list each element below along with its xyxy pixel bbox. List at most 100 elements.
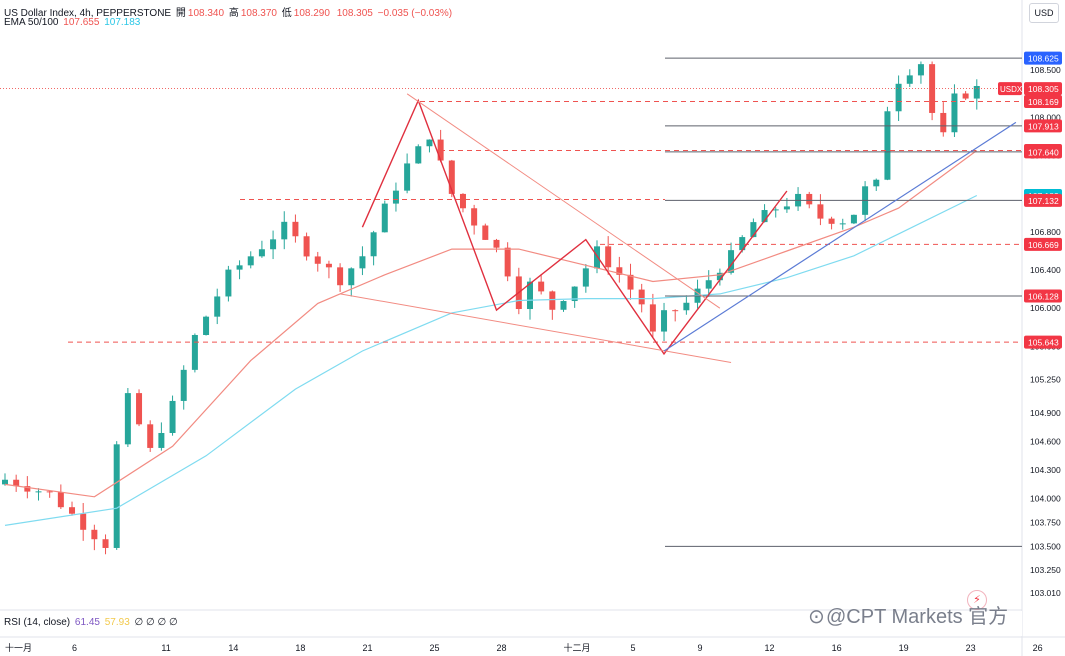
price-tag [1024,145,1062,159]
candle-body [526,281,533,310]
ohlc-low-value: 108.290 [293,8,330,19]
y-tick-label: 104.600 [1030,437,1061,447]
candle-body [69,507,76,514]
candle-body [35,491,42,493]
rsi-legend[interactable]: RSI (14, close) 61.45 57.93 ∅ ∅ ∅ ∅ [4,617,180,628]
candle-body [806,193,813,205]
ohlc-high-value: 108.370 [240,8,277,19]
y-tick-label: 106.400 [1030,265,1061,275]
candle-body [772,209,779,211]
uptrend-line [663,121,1017,352]
candle-body [929,64,936,113]
y-tick-label: 108.000 [1030,113,1061,123]
candle-body [560,301,567,310]
x-tick-label: 23 [966,643,976,653]
candle-body [158,432,165,448]
candle-body [124,393,131,445]
candle-body [761,210,768,223]
candle-body [962,93,969,99]
candle-body [728,250,735,273]
candle-body [783,206,790,210]
candle-body [415,146,422,164]
candle-body [850,214,857,224]
rsi-pane [0,611,1022,636]
candle-body [873,179,880,187]
price-tag [1024,289,1062,303]
ema-label: EMA 50/100 [4,17,59,28]
watermark: ⊙@CPT Markets 官方 [808,600,1008,629]
price-tag-label: 108.169 [1028,97,1059,107]
candle-body [381,203,388,233]
candle-body [917,64,924,76]
wedge-lower-line [340,293,732,363]
candle-body [594,246,601,269]
candle-body [91,529,98,540]
lightning-icon[interactable]: ⚡ [967,590,987,610]
symbol-tag [998,82,1022,96]
candle-body [370,232,377,257]
candle-body [147,424,154,448]
ema100-line [4,194,978,526]
candle-body [493,239,500,248]
x-tick-label: 14 [228,643,238,653]
candle-body [884,111,891,180]
candle-body [136,393,143,425]
candle-body [616,267,623,275]
ema-fast-value: 107.655 [63,17,100,28]
price-tag [1024,237,1062,251]
candle-body [337,267,344,286]
y-tick-label: 104.300 [1030,465,1061,475]
x-tick-label: 21 [362,643,372,653]
y-tick-label: 108.500 [1030,65,1061,75]
weibo-icon: ⊙ [808,606,825,628]
candle-body [270,239,277,250]
candle-body [46,491,53,493]
candle-body [2,479,8,485]
x-tick-label: 18 [295,643,305,653]
price-change: −0.035 (−0.03%) [377,8,453,19]
currency-button[interactable]: USD [1029,3,1059,23]
candle-body [605,246,612,268]
candle-body [504,247,511,277]
candle-body [325,263,332,268]
ema50-line [4,150,978,498]
ohlc-low-label: 低 [281,8,292,19]
chart-legend-ema[interactable]: EMA 50/100 107.655 107.183 [4,17,142,28]
candle-body [459,193,466,209]
price-tag-label: 107.640 [1028,147,1059,157]
candle-body [973,86,980,99]
candle-body [13,479,20,487]
candle-body [203,316,210,335]
candle-body [672,310,679,312]
price-tag-label: 108.625 [1028,54,1059,64]
y-tick-label: 103.500 [1030,541,1061,551]
candle-body [359,256,366,269]
candle-body [191,334,198,370]
y-tick-label: 103.750 [1030,518,1061,528]
candle-body [906,75,913,84]
price-tag-label: 107.132 [1028,196,1059,206]
candle-body [817,204,824,219]
price-tag [1024,119,1062,133]
ema-slow-value: 107.183 [104,17,141,28]
y-tick-label: 106.000 [1030,303,1061,313]
ohlc-open-label: 開 [175,8,186,19]
candle-body [180,369,187,401]
candle-body [24,486,31,492]
candle-body [895,83,902,112]
price-tag [1024,193,1062,207]
candle-body [739,237,746,251]
x-tick-label: 26 [1033,643,1043,653]
candle-body [683,302,690,311]
price-tag [1024,95,1062,109]
price-tag-label: 106.128 [1028,291,1059,301]
candle-body [348,268,355,286]
candle-body [471,208,478,226]
rsi-ma-value: 57.93 [104,617,130,628]
candle-body [549,291,556,310]
price-tag-label: 105.643 [1028,338,1059,348]
candle-body [839,223,846,225]
candle-body [404,163,411,191]
